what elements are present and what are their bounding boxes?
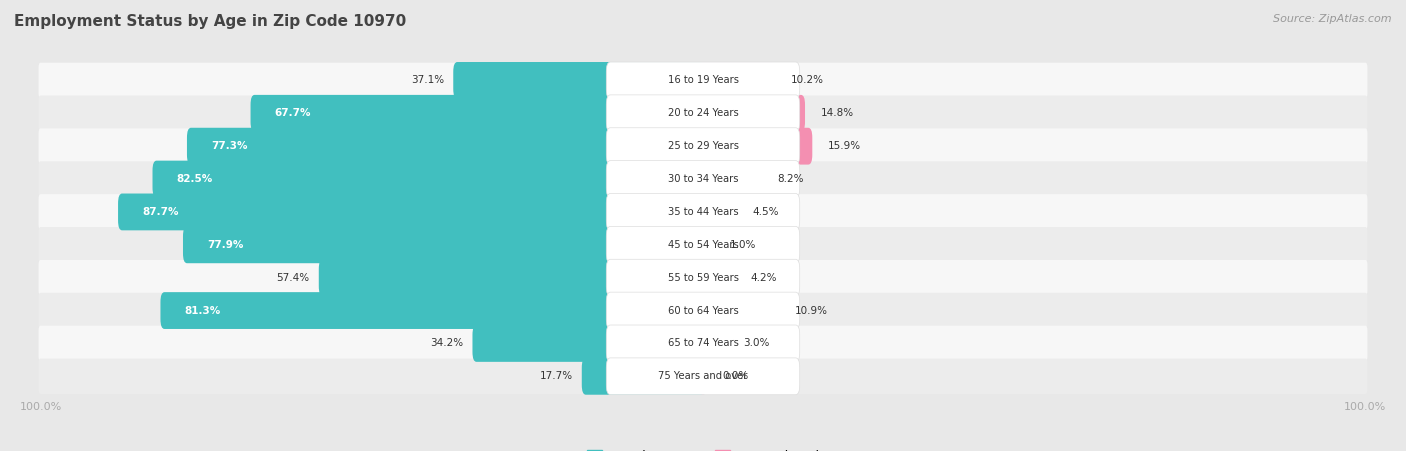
FancyBboxPatch shape (606, 193, 800, 230)
FancyBboxPatch shape (38, 194, 1368, 230)
FancyBboxPatch shape (699, 161, 761, 198)
Text: Source: ZipAtlas.com: Source: ZipAtlas.com (1274, 14, 1392, 23)
Text: 55 to 59 Years: 55 to 59 Years (668, 273, 738, 283)
Text: 10.2%: 10.2% (790, 75, 824, 85)
FancyBboxPatch shape (38, 96, 1368, 131)
FancyBboxPatch shape (160, 292, 707, 329)
FancyBboxPatch shape (38, 63, 1368, 98)
FancyBboxPatch shape (38, 293, 1368, 328)
FancyBboxPatch shape (606, 62, 800, 99)
Text: 4.2%: 4.2% (751, 273, 778, 283)
Text: 65 to 74 Years: 65 to 74 Years (668, 338, 738, 349)
Text: 17.7%: 17.7% (540, 371, 572, 381)
Text: 87.7%: 87.7% (142, 207, 179, 217)
FancyBboxPatch shape (606, 226, 800, 263)
FancyBboxPatch shape (699, 358, 707, 395)
FancyBboxPatch shape (582, 358, 707, 395)
FancyBboxPatch shape (606, 95, 800, 132)
Text: 3.0%: 3.0% (742, 338, 769, 349)
FancyBboxPatch shape (699, 62, 775, 99)
Text: 77.9%: 77.9% (207, 240, 243, 250)
Text: 20 to 24 Years: 20 to 24 Years (668, 108, 738, 118)
Text: 34.2%: 34.2% (430, 338, 463, 349)
Text: 8.2%: 8.2% (778, 174, 804, 184)
Text: 35 to 44 Years: 35 to 44 Years (668, 207, 738, 217)
Text: 100.0%: 100.0% (1344, 402, 1386, 412)
FancyBboxPatch shape (699, 128, 813, 165)
Text: 30 to 34 Years: 30 to 34 Years (668, 174, 738, 184)
FancyBboxPatch shape (38, 227, 1368, 262)
Text: 82.5%: 82.5% (176, 174, 212, 184)
FancyBboxPatch shape (606, 259, 800, 296)
FancyBboxPatch shape (699, 325, 727, 362)
Text: 45 to 54 Years: 45 to 54 Years (668, 240, 738, 250)
FancyBboxPatch shape (606, 358, 800, 395)
Text: 60 to 64 Years: 60 to 64 Years (668, 306, 738, 316)
FancyBboxPatch shape (606, 292, 800, 329)
FancyBboxPatch shape (453, 62, 707, 99)
Text: 16 to 19 Years: 16 to 19 Years (668, 75, 738, 85)
FancyBboxPatch shape (699, 292, 779, 329)
FancyBboxPatch shape (699, 226, 714, 263)
FancyBboxPatch shape (472, 325, 707, 362)
Text: 75 Years and over: 75 Years and over (658, 371, 748, 381)
FancyBboxPatch shape (152, 161, 707, 198)
Text: Employment Status by Age in Zip Code 10970: Employment Status by Age in Zip Code 109… (14, 14, 406, 28)
FancyBboxPatch shape (38, 359, 1368, 394)
FancyBboxPatch shape (319, 259, 707, 296)
Text: 1.0%: 1.0% (730, 240, 756, 250)
FancyBboxPatch shape (183, 226, 707, 263)
FancyBboxPatch shape (606, 161, 800, 198)
Text: 81.3%: 81.3% (184, 306, 221, 316)
Text: 0.0%: 0.0% (723, 371, 749, 381)
FancyBboxPatch shape (606, 325, 800, 362)
Text: 4.5%: 4.5% (752, 207, 779, 217)
Text: 14.8%: 14.8% (821, 108, 853, 118)
Text: 10.9%: 10.9% (794, 306, 828, 316)
FancyBboxPatch shape (118, 193, 707, 230)
FancyBboxPatch shape (38, 161, 1368, 197)
FancyBboxPatch shape (699, 259, 735, 296)
Legend: In Labor Force, Unemployed: In Labor Force, Unemployed (586, 450, 820, 451)
FancyBboxPatch shape (38, 260, 1368, 295)
Text: 100.0%: 100.0% (20, 402, 62, 412)
Text: 77.3%: 77.3% (211, 141, 247, 151)
FancyBboxPatch shape (38, 326, 1368, 361)
Text: 37.1%: 37.1% (411, 75, 444, 85)
FancyBboxPatch shape (606, 128, 800, 165)
Text: 15.9%: 15.9% (828, 141, 862, 151)
Text: 25 to 29 Years: 25 to 29 Years (668, 141, 738, 151)
FancyBboxPatch shape (699, 95, 806, 132)
Text: 67.7%: 67.7% (274, 108, 311, 118)
Text: 57.4%: 57.4% (277, 273, 309, 283)
FancyBboxPatch shape (250, 95, 707, 132)
FancyBboxPatch shape (699, 193, 737, 230)
FancyBboxPatch shape (187, 128, 707, 165)
FancyBboxPatch shape (38, 129, 1368, 164)
